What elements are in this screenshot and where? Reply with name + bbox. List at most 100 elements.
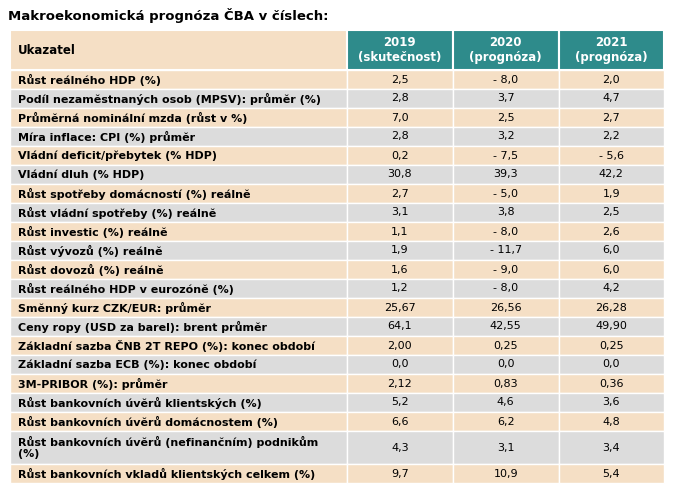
Text: 42,2: 42,2 [599,170,624,179]
Bar [347,298,453,317]
Bar [347,355,453,374]
Text: Růst investic (%) reálně: Růst investic (%) reálně [18,225,168,238]
Text: 6,0: 6,0 [603,265,620,275]
Bar [347,184,453,203]
Bar [559,70,664,89]
Bar [347,165,453,184]
Text: Růst bankovních úvěrů (nefinančním) podnikům
(%): Růst bankovních úvěrů (nefinančním) podn… [18,436,318,459]
Bar [453,260,559,279]
Bar [10,431,347,464]
Text: 2,7: 2,7 [603,112,620,122]
Bar [347,30,453,70]
Text: 4,7: 4,7 [603,94,620,104]
Text: Směnný kurz CZK/EUR: průměr: Směnný kurz CZK/EUR: průměr [18,301,211,314]
Text: 2,00: 2,00 [388,341,412,351]
Text: 30,8: 30,8 [388,170,412,179]
Text: 2,8: 2,8 [391,94,408,104]
Bar [559,355,664,374]
Text: 0,0: 0,0 [391,359,408,369]
Text: 0,0: 0,0 [497,359,514,369]
Text: 4,6: 4,6 [497,397,514,408]
Bar [347,127,453,146]
Text: Růst reálného HDP (%): Růst reálného HDP (%) [18,73,161,86]
Bar [10,412,347,431]
Text: Ukazatel: Ukazatel [18,43,76,57]
Bar [559,298,664,317]
Bar [347,70,453,89]
Bar [559,464,664,483]
Text: Růst bankovních vkladů klientských celkem (%): Růst bankovních vkladů klientských celke… [18,467,315,480]
Text: 64,1: 64,1 [388,321,412,331]
Bar [10,30,347,70]
Bar [347,222,453,241]
Bar [453,30,559,70]
Text: 3,1: 3,1 [497,443,514,453]
Text: Růst vývozů (%) reálně: Růst vývozů (%) reálně [18,245,162,256]
Text: 2021
(prognóza): 2021 (prognóza) [575,35,648,65]
Bar [10,89,347,108]
Bar [559,393,664,412]
Text: Průměrná nominální mzda (růst v %): Průměrná nominální mzda (růst v %) [18,111,247,124]
Bar [10,336,347,355]
Bar [559,108,664,127]
Text: 1,2: 1,2 [391,283,408,293]
Bar [453,336,559,355]
Text: - 11,7: - 11,7 [490,246,522,255]
Bar [559,222,664,241]
Text: - 5,6: - 5,6 [599,150,624,161]
Bar [559,279,664,298]
Bar [10,279,347,298]
Text: 6,2: 6,2 [497,417,514,426]
Bar [559,30,664,70]
Text: 49,90: 49,90 [595,321,627,331]
Text: Růst spotřeby domácností (%) reálně: Růst spotřeby domácností (%) reálně [18,187,251,200]
Text: 10,9: 10,9 [493,468,518,479]
Bar [347,89,453,108]
Text: Základní sazba ČNB 2T REPO (%): konec období: Základní sazba ČNB 2T REPO (%): konec ob… [18,340,315,352]
Bar [347,393,453,412]
Text: - 5,0: - 5,0 [493,188,518,199]
Bar [453,412,559,431]
Text: 2,5: 2,5 [391,74,408,84]
Text: 7,0: 7,0 [391,112,408,122]
Bar [453,222,559,241]
Text: 6,0: 6,0 [603,246,620,255]
Text: 1,1: 1,1 [391,226,408,237]
Bar [347,279,453,298]
Text: 0,0: 0,0 [603,359,620,369]
Bar [559,374,664,393]
Text: - 8,0: - 8,0 [493,283,518,293]
Bar [453,279,559,298]
Text: - 8,0: - 8,0 [493,226,518,237]
Bar [347,108,453,127]
Bar [347,412,453,431]
Bar [347,431,453,464]
Text: 3M-PRIBOR (%): průměr: 3M-PRIBOR (%): průměr [18,378,168,389]
Text: 3,7: 3,7 [497,94,514,104]
Text: - 8,0: - 8,0 [493,74,518,84]
Text: - 7,5: - 7,5 [493,150,518,161]
Text: 4,2: 4,2 [603,283,620,293]
Bar [10,260,347,279]
Text: 6,6: 6,6 [391,417,408,426]
Bar [347,203,453,222]
Text: Růst bankovních úvěrů klientských (%): Růst bankovních úvěrů klientských (%) [18,396,262,409]
Bar [453,374,559,393]
Bar [10,165,347,184]
Text: - 9,0: - 9,0 [493,265,518,275]
Bar [10,241,347,260]
Bar [559,412,664,431]
Bar [10,127,347,146]
Bar [453,431,559,464]
Bar [453,203,559,222]
Text: 1,9: 1,9 [603,188,620,199]
Text: 39,3: 39,3 [493,170,518,179]
Text: Růst bankovních úvěrů domácnostem (%): Růst bankovních úvěrů domácnostem (%) [18,416,278,427]
Text: Růst reálného HDP v eurozóně (%): Růst reálného HDP v eurozóně (%) [18,282,234,294]
Text: 5,4: 5,4 [603,468,620,479]
Bar [10,70,347,89]
Text: 0,2: 0,2 [391,150,408,161]
Bar [10,298,347,317]
Bar [10,317,347,336]
Text: 0,25: 0,25 [599,341,623,351]
